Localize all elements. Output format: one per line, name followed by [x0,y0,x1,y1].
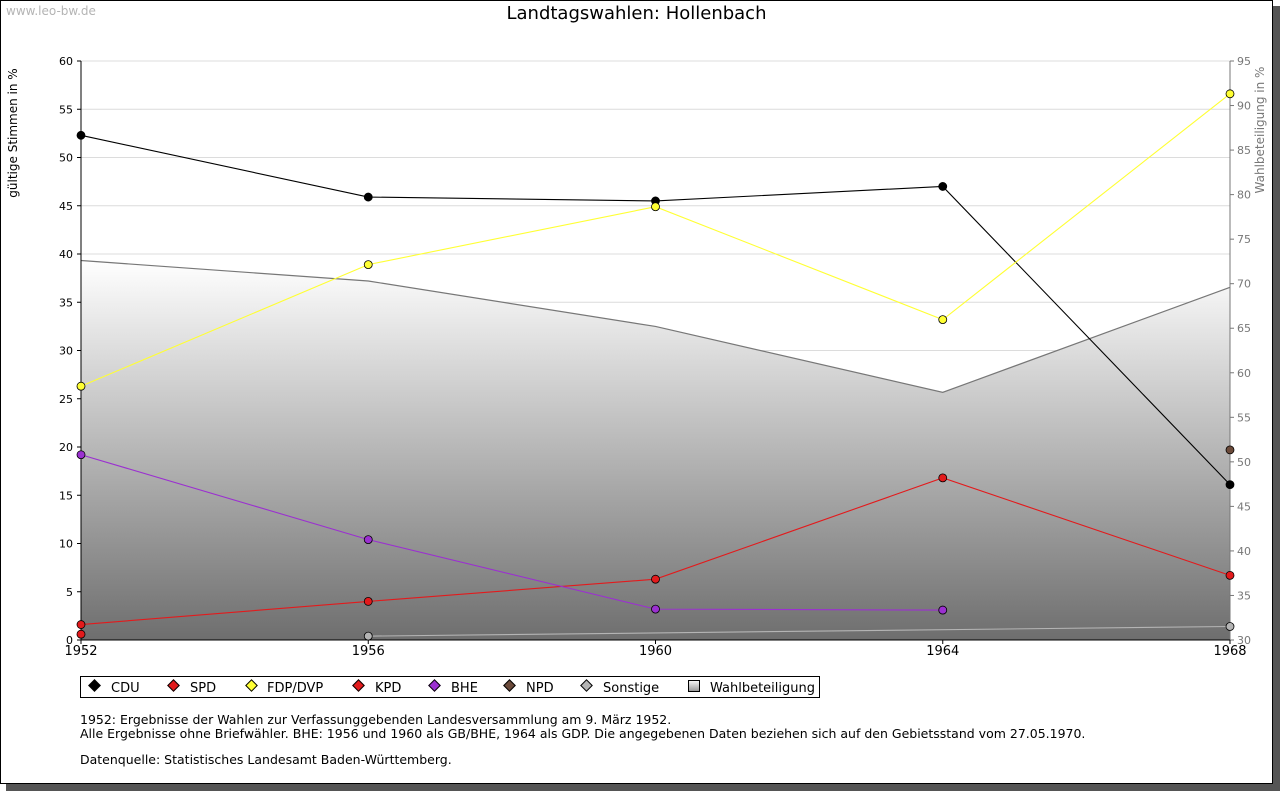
y2-tick-label: 45 [1237,500,1251,513]
x-tick-label: 1960 [639,644,672,659]
data-point-cdu [76,130,86,140]
legend-marker-cdu [88,679,101,692]
y-tick-label: 30 [59,345,73,358]
data-point-cdu [363,192,373,202]
y2-tick-label: 90 [1237,100,1251,113]
watermark: www.leo-bw.de [6,4,96,18]
legend-marker-spd [167,679,180,692]
data-point-cdu [938,182,948,191]
series-line-bhe [80,454,943,611]
y-tick-label: 55 [59,103,73,116]
x-tick-label: 1952 [64,644,97,659]
y2-tick-label: 95 [1237,55,1251,68]
legend-marker-npd [503,679,516,692]
y-tick-label: 25 [59,393,73,406]
data-point-bhe [76,450,86,460]
data-point-spd [1225,570,1235,580]
data-source: Datenquelle: Statistisches Landesamt Bad… [80,752,452,767]
legend-label-fdp-dvp: FDP/DVP [267,681,324,696]
series-line-sonstige [368,625,1231,637]
data-point-sonstige [363,631,373,641]
y2-tick-label: 40 [1237,545,1251,558]
data-point-fdp-dvp [938,315,948,325]
y2-tick-label: 75 [1237,233,1251,246]
y2-tick-label: 55 [1237,411,1251,424]
y-tick-label: 0 [66,634,73,647]
y2-tick-label: 50 [1237,456,1251,469]
data-point-fdp-dvp [363,260,373,270]
y2-tick-label: 60 [1237,367,1251,380]
legend-label-kpd: KPD [375,681,402,696]
legend-marker-sonstige [580,679,593,692]
data-point-spd [363,597,373,606]
x-tick-label: 1964 [926,644,959,659]
y2-tick-label: 85 [1237,144,1251,157]
data-point-fdp-dvp [76,381,86,391]
y-tick-label: 15 [59,489,73,502]
footnote-general: Alle Ergebnisse ohne Briefwähler. BHE: 1… [80,726,1086,741]
y2-tick-label: 65 [1237,322,1251,335]
data-point-spd [938,473,948,483]
turnout-area [81,260,1230,640]
y2-tick-label: 80 [1237,189,1251,202]
data-point-spd [651,574,660,584]
x-tick-label: 1968 [1213,644,1246,659]
legend-label-sonstige: Sonstige [603,681,660,696]
legend-marker-kpd [352,679,365,692]
legend-marker-wahlbeteiligung [688,680,700,692]
y-axis-label: gültige Stimmen in % [6,68,20,197]
legend-label-wahlbeteiligung: Wahlbeteiligung [710,681,816,696]
data-point-bhe [651,604,660,614]
data-point-cdu [1225,480,1235,490]
data-point-sonstige [1225,622,1235,631]
data-point-fdp-dvp [1225,89,1235,99]
y2-tick-label: 70 [1237,278,1251,291]
y-tick-label: 60 [59,55,73,68]
legend-label-bhe: BHE [451,681,478,696]
y-tick-label: 45 [59,200,73,213]
y2-tick-label: 35 [1237,589,1251,602]
legend-label-npd: NPD [526,681,554,696]
footnotes: 1952: Ergebnisse der Wahlen zur Verfassu… [80,713,1085,767]
data-point-fdp-dvp [651,202,660,212]
legend-marker-fdp-dvp [245,679,258,692]
legend: CDU SPD FDP/DVP KPD BHE NPD Sonstige Wah… [80,676,820,698]
y-tick-label: 5 [66,586,73,599]
data-point-kpd [76,629,86,639]
data-point-npd [1225,445,1235,455]
data-point-spd [76,620,86,629]
legend-label-spd: SPD [190,681,217,696]
x-tick-label: 1956 [352,644,385,659]
y-tick-label: 20 [59,441,73,454]
turnout-line [80,259,1231,393]
data-point-bhe [363,535,373,545]
frame-shadow-right [1273,6,1280,791]
y-tick-label: 40 [59,248,73,261]
data-point-bhe [938,605,948,615]
y-tick-label: 50 [59,152,73,165]
y2-axis-label: Wahlbeteiligung in % [1253,67,1267,194]
y2-tick-label: 30 [1237,634,1251,647]
frame-shadow-bottom [6,784,1280,791]
y-tick-label: 35 [59,296,73,309]
legend-marker-bhe [428,679,441,692]
y-tick-label: 10 [59,538,73,551]
chart-title: Landtagswahlen: Hollenbach [506,3,767,24]
legend-label-cdu: CDU [111,681,140,696]
footnote-1952: 1952: Ergebnisse der Wahlen zur Verfassu… [80,712,672,727]
